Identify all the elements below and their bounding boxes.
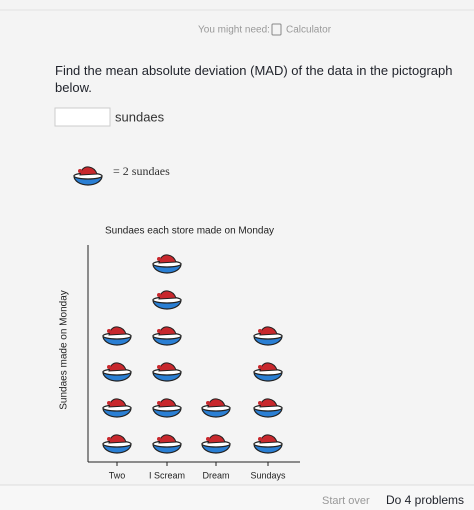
prompt: Find the mean absolute deviation (MAD) o… [55, 63, 453, 95]
sundae-icon [152, 362, 182, 382]
sundae-icon [102, 434, 132, 454]
sundae-icon [253, 434, 283, 454]
sundae-icon [201, 398, 231, 418]
sundae-icon [102, 326, 132, 346]
sundae-icon [152, 434, 182, 454]
start-over[interactable]: Start over [322, 495, 370, 507]
progress[interactable]: Do 4 problems [386, 493, 464, 507]
chart-title: Sundaes each store made on Monday [105, 226, 274, 237]
category-label: Sundays [250, 470, 286, 480]
hint: You might need: [198, 25, 270, 36]
category-label: Dream [202, 470, 229, 480]
sundae-icon [152, 254, 182, 274]
sundae-icon [201, 434, 231, 454]
calculator-link[interactable]: Calculator [286, 25, 332, 36]
prompt-box: Find the mean absolute deviation (MAD) o… [55, 63, 453, 95]
unit: sundaes [115, 109, 165, 124]
sundae-icon [152, 398, 182, 418]
sundae-icon [152, 290, 182, 310]
sundae-icon [253, 362, 283, 382]
sundae-icon [102, 398, 132, 418]
key-text: = 2 sundaes [113, 164, 170, 178]
pictograph: Two I Scream Dream Sundays [102, 254, 286, 480]
y-axis-label: Sundaes made on Monday [59, 290, 70, 410]
sundae-icon [152, 326, 182, 346]
sundae-icon [253, 398, 283, 418]
calculator-icon[interactable] [271, 23, 282, 36]
category-label: Two [109, 470, 126, 480]
sundae-icon [253, 326, 283, 346]
category-label: I Scream [149, 470, 185, 480]
sundae-icon [102, 362, 132, 382]
answer-input[interactable] [54, 107, 111, 127]
footer [0, 485, 474, 510]
key-icon [73, 166, 103, 186]
